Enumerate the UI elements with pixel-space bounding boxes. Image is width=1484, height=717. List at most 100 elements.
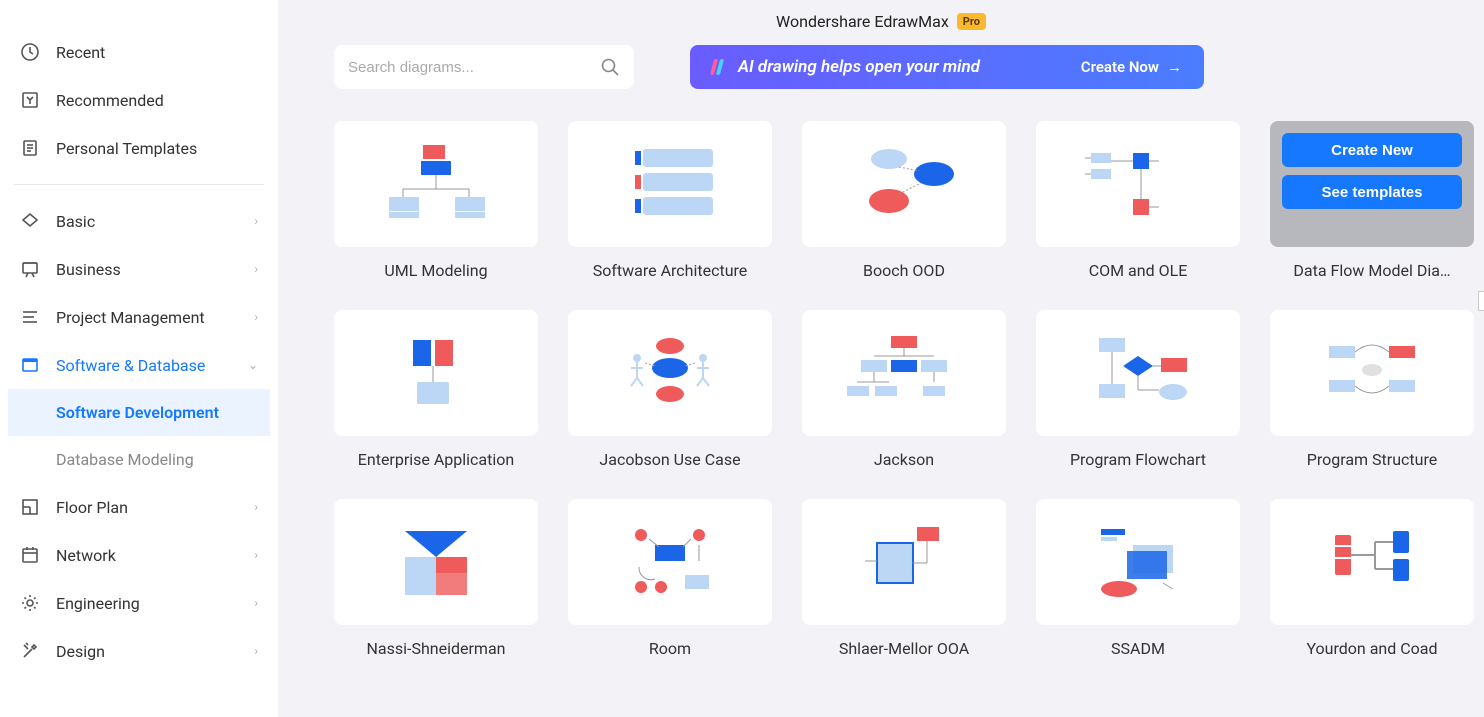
sidebar-item-engineering[interactable]: Engineering› [8,579,270,627]
pro-badge: Pro [957,13,986,30]
chevron-icon: › [254,548,258,562]
chevron-icon: › [254,310,258,324]
sidebar-item-business[interactable]: Business› [8,245,270,293]
template-label: COM and OLE [1036,261,1240,280]
template-thumb [1270,499,1474,625]
sidebar-divider [14,184,264,185]
sidebar-item-recommended[interactable]: Recommended [8,76,270,124]
present-icon [20,259,40,279]
chevron-icon: › [254,596,258,610]
sidebar-top-section: Recent Recommended Personal Templates [0,28,278,172]
sidebar-item-basic[interactable]: Basic› [8,197,270,245]
template-card-dataflow[interactable]: Create New See templates DatData Flow Mo… [1270,121,1474,280]
sidebar: Recent Recommended Personal Templates Basi… [0,0,278,717]
template-thumb [1270,310,1474,436]
create-new-button[interactable]: Create New [1282,133,1462,167]
app-title: Wondershare EdrawMax [776,12,949,31]
search-icon [600,57,620,77]
gear-icon [20,593,40,613]
sidebar-item-recent[interactable]: Recent [8,28,270,76]
template-label: Yourdon and Coad [1270,639,1474,658]
template-grid: UML Modeling Software Architecture Booch O… [334,121,1484,658]
sidebar-item-label: Software & Database [56,356,248,375]
search-box[interactable] [334,45,634,89]
template-thumb [802,499,1006,625]
sidebar-item-label: Project Management [56,308,254,327]
template-label: Room [568,639,772,658]
template-card-structure[interactable]: Program Structure [1270,310,1474,469]
sidebar-item-label: Recommended [56,91,258,110]
template-label: SSADM [1036,639,1240,658]
toolbar: AI drawing helps open your mind Create N… [334,45,1484,121]
template-card-ssadm[interactable]: SSADM [1036,499,1240,658]
titlebar: Wondershare EdrawMax Pro [278,6,1484,45]
template-thumb [334,310,538,436]
chevron-icon: › [254,500,258,514]
calendar-icon [20,545,40,565]
tooltip: Dat [1478,291,1484,311]
template-label: Program Flowchart [1036,450,1240,469]
sidebar-categories: Basic›Business›Project Management›Softwa… [0,197,278,675]
tag-icon [20,211,40,231]
template-label: Enterprise Application [334,450,538,469]
sidebar-item-network[interactable]: Network› [8,531,270,579]
sidebar-item-label: Floor Plan [56,498,254,517]
sidebar-subitem-database-modeling[interactable]: Database Modeling [8,436,270,483]
sidebar-item-label: Network [56,546,254,565]
template-card-uml[interactable]: UML Modeling [334,121,538,280]
template-card-booch[interactable]: Booch OOD [802,121,1006,280]
sidebar-item-design[interactable]: Design› [8,627,270,675]
template-card-jackson[interactable]: Jackson [802,310,1006,469]
ai-banner-text: AI drawing helps open your mind [738,57,1065,77]
template-label: Jacobson Use Case [568,450,772,469]
template-label: Shlaer-Mellor OOA [802,639,1006,658]
chevron-icon: › [254,262,258,276]
sidebar-item-floor-plan[interactable]: Floor Plan› [8,483,270,531]
see-templates-button[interactable]: See templates [1282,175,1462,209]
template-card-room[interactable]: Room [568,499,772,658]
template-card-yourdon[interactable]: Yourdon and Coad [1270,499,1474,658]
window-icon [20,355,40,375]
template-thumb [1036,310,1240,436]
template-thumb [802,121,1006,247]
ai-banner[interactable]: AI drawing helps open your mind Create N… [690,45,1204,89]
template-label: Booch OOD [802,261,1006,280]
sidebar-item-label: Engineering [56,594,254,613]
arrow-right-icon: → [1167,58,1182,76]
search-input[interactable] [348,59,600,76]
ai-banner-cta[interactable]: Create Now → [1081,58,1182,76]
template-thumb [334,121,538,247]
template-label: Program Structure [1270,450,1474,469]
template-card-comole[interactable]: COM and OLE [1036,121,1240,280]
sidebar-item-project-management[interactable]: Project Management› [8,293,270,341]
template-card-enterprise[interactable]: Enterprise Application [334,310,538,469]
template-thumb [568,121,772,247]
sidebar-item-label: Design [56,642,254,661]
ai-icon [712,59,722,75]
template-label: Data Flow Model Dia… [1270,261,1474,280]
template-thumb [1036,499,1240,625]
template-card-flowchart[interactable]: Program Flowchart [1036,310,1240,469]
tools-icon [20,641,40,661]
main-area: Wondershare EdrawMax Pro AI drawing help… [278,0,1484,717]
plan-icon [20,497,40,517]
sidebar-item-label: Personal Templates [56,139,258,158]
template-card-nassi[interactable]: Nassi-Shneiderman [334,499,538,658]
template-card-shlaer[interactable]: Shlaer-Mellor OOA [802,499,1006,658]
doc-icon [20,138,40,158]
hover-actions: Create New See templates [1282,133,1462,209]
template-label: Software Architecture [568,261,772,280]
rows-icon [20,307,40,327]
chevron-icon: › [254,214,258,228]
sidebar-item-label: Recent [56,43,258,62]
chevron-icon: › [254,644,258,658]
template-label: Jackson [802,450,1006,469]
template-thumb [334,499,538,625]
sidebar-subitem-software-development[interactable]: Software Development [8,389,270,436]
sidebar-item-label: Business [56,260,254,279]
sidebar-item-software-database[interactable]: Software & Database⌄ [8,341,270,389]
template-card-jacobson[interactable]: Jacobson Use Case [568,310,772,469]
template-thumb [568,310,772,436]
template-card-arch[interactable]: Software Architecture [568,121,772,280]
sidebar-item-personal-templates[interactable]: Personal Templates [8,124,270,172]
